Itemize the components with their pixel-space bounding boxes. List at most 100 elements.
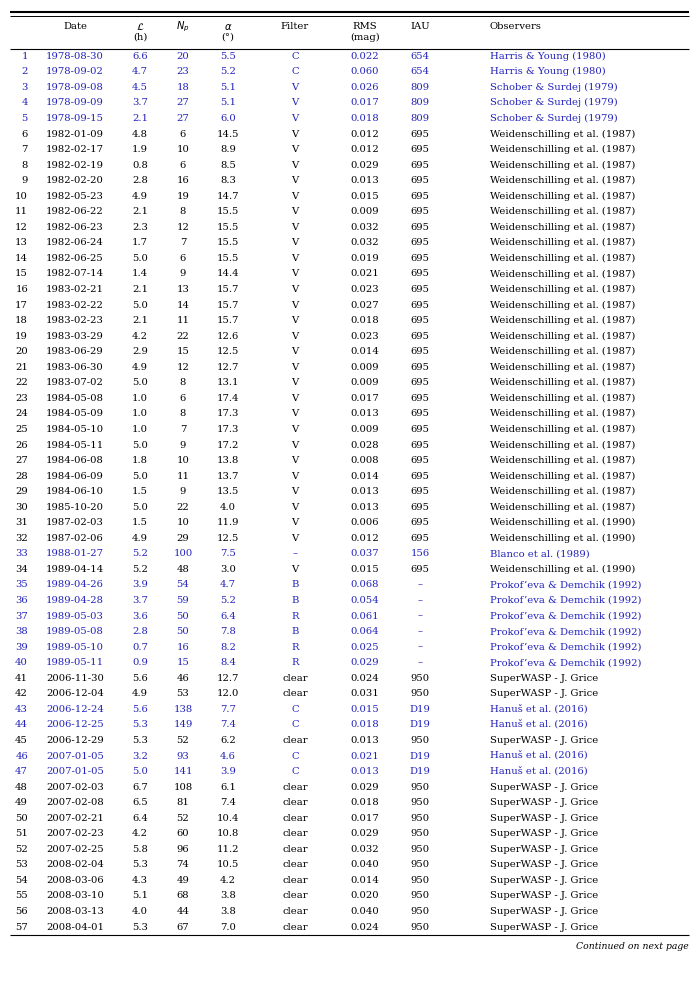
- Text: 0.054: 0.054: [351, 596, 380, 605]
- Text: 1982-01-09: 1982-01-09: [46, 129, 104, 138]
- Text: 37: 37: [15, 612, 28, 621]
- Text: Schober & Surdej (1979): Schober & Surdej (1979): [490, 83, 618, 92]
- Text: 12: 12: [177, 223, 189, 232]
- Text: Prokof’eva & Demchik (1992): Prokof’eva & Demchik (1992): [490, 581, 642, 590]
- Text: 93: 93: [177, 752, 189, 761]
- Text: 0.025: 0.025: [351, 643, 380, 652]
- Text: 0.009: 0.009: [351, 207, 380, 216]
- Text: 695: 695: [410, 378, 429, 387]
- Text: 0.018: 0.018: [351, 721, 380, 730]
- Text: 17.3: 17.3: [217, 425, 239, 434]
- Text: 1984-06-08: 1984-06-08: [46, 456, 104, 465]
- Text: 44: 44: [177, 907, 189, 916]
- Text: 14.5: 14.5: [217, 129, 239, 138]
- Text: Weidenschilling et al. (1987): Weidenschilling et al. (1987): [490, 471, 635, 480]
- Text: clear: clear: [282, 923, 308, 932]
- Text: 0.060: 0.060: [351, 67, 380, 76]
- Text: V: V: [291, 223, 298, 232]
- Text: 9: 9: [22, 176, 28, 185]
- Text: SuperWASP - J. Grice: SuperWASP - J. Grice: [490, 861, 598, 870]
- Text: B: B: [291, 596, 298, 605]
- Text: 695: 695: [410, 285, 429, 294]
- Text: Harris & Young (1980): Harris & Young (1980): [490, 67, 606, 76]
- Text: 0.029: 0.029: [351, 659, 380, 668]
- Text: 0.027: 0.027: [351, 300, 380, 309]
- Text: V: V: [291, 440, 298, 449]
- Text: 1988-01-27: 1988-01-27: [46, 550, 104, 559]
- Text: 5.0: 5.0: [132, 471, 148, 480]
- Text: D19: D19: [410, 752, 431, 761]
- Text: 5.3: 5.3: [132, 736, 148, 745]
- Text: 15.7: 15.7: [217, 316, 239, 325]
- Text: 6: 6: [180, 393, 186, 402]
- Text: 48: 48: [15, 783, 28, 792]
- Text: Hanuš et al. (2016): Hanuš et al. (2016): [490, 752, 588, 761]
- Text: 5: 5: [22, 114, 28, 123]
- Text: V: V: [291, 254, 298, 263]
- Text: 950: 950: [410, 923, 430, 932]
- Text: 5.0: 5.0: [132, 300, 148, 309]
- Text: 695: 695: [410, 160, 429, 169]
- Text: V: V: [291, 207, 298, 216]
- Text: 1978-09-08: 1978-09-08: [46, 83, 104, 92]
- Text: clear: clear: [282, 783, 308, 792]
- Text: 695: 695: [410, 471, 429, 480]
- Text: 0.014: 0.014: [351, 471, 380, 480]
- Text: 695: 695: [410, 192, 429, 201]
- Text: 149: 149: [173, 721, 193, 730]
- Text: Prokof’eva & Demchik (1992): Prokof’eva & Demchik (1992): [490, 643, 642, 652]
- Text: 12.0: 12.0: [217, 690, 239, 699]
- Text: 0.032: 0.032: [351, 238, 380, 247]
- Text: 0.017: 0.017: [351, 393, 380, 402]
- Text: 0.017: 0.017: [351, 814, 380, 823]
- Text: V: V: [291, 425, 298, 434]
- Text: 12.7: 12.7: [217, 674, 239, 683]
- Text: 950: 950: [410, 690, 430, 699]
- Text: 0.061: 0.061: [351, 612, 380, 621]
- Text: 4.2: 4.2: [132, 829, 148, 838]
- Text: V: V: [291, 534, 298, 543]
- Text: V: V: [291, 238, 298, 247]
- Text: clear: clear: [282, 892, 308, 901]
- Text: 5.0: 5.0: [132, 440, 148, 449]
- Text: 43: 43: [15, 705, 28, 714]
- Text: Weidenschilling et al. (1987): Weidenschilling et al. (1987): [490, 503, 635, 512]
- Text: 7.5: 7.5: [220, 550, 236, 559]
- Text: 695: 695: [410, 503, 429, 512]
- Text: 15.7: 15.7: [217, 300, 239, 309]
- Text: 2007-01-05: 2007-01-05: [46, 767, 104, 776]
- Text: 0.012: 0.012: [351, 129, 380, 138]
- Text: 7.7: 7.7: [220, 705, 236, 714]
- Text: 0.018: 0.018: [351, 114, 380, 123]
- Text: 46: 46: [177, 674, 189, 683]
- Text: 0.029: 0.029: [351, 783, 380, 792]
- Text: 1: 1: [22, 52, 28, 61]
- Text: 5.6: 5.6: [132, 674, 148, 683]
- Text: 0.013: 0.013: [351, 409, 380, 418]
- Text: 0.9: 0.9: [132, 659, 148, 668]
- Text: 7: 7: [180, 425, 186, 434]
- Text: V: V: [291, 145, 298, 154]
- Text: 12.6: 12.6: [217, 331, 239, 340]
- Text: clear: clear: [282, 907, 308, 916]
- Text: SuperWASP - J. Grice: SuperWASP - J. Grice: [490, 690, 598, 699]
- Text: 12.7: 12.7: [217, 362, 239, 371]
- Text: 10: 10: [177, 519, 189, 528]
- Text: 1989-05-03: 1989-05-03: [46, 612, 104, 621]
- Text: 54: 54: [15, 876, 28, 885]
- Text: 0.006: 0.006: [351, 519, 380, 528]
- Text: 15: 15: [177, 659, 189, 668]
- Text: 8.4: 8.4: [220, 659, 236, 668]
- Text: 68: 68: [177, 892, 189, 901]
- Text: 695: 695: [410, 347, 429, 356]
- Text: 1984-06-09: 1984-06-09: [46, 471, 104, 480]
- Text: 6.7: 6.7: [132, 783, 148, 792]
- Text: V: V: [291, 456, 298, 465]
- Text: 2007-02-03: 2007-02-03: [46, 783, 104, 792]
- Text: 1983-02-21: 1983-02-21: [46, 285, 104, 294]
- Text: 108: 108: [173, 783, 193, 792]
- Text: 8: 8: [180, 207, 186, 216]
- Text: V: V: [291, 487, 298, 496]
- Text: 6.2: 6.2: [220, 736, 236, 745]
- Text: SuperWASP - J. Grice: SuperWASP - J. Grice: [490, 829, 598, 838]
